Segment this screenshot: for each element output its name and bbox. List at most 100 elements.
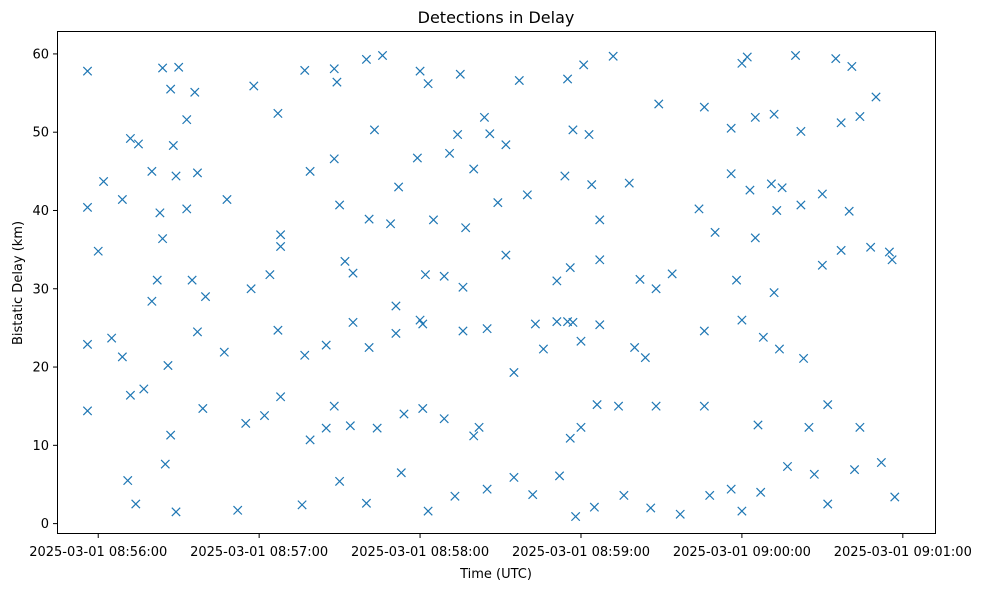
data-point <box>855 111 865 122</box>
data-point <box>469 164 479 174</box>
data-point <box>305 166 315 176</box>
data-point <box>796 126 806 137</box>
data-point <box>737 315 747 325</box>
data-point <box>847 61 857 72</box>
data-point <box>275 241 286 252</box>
data-point <box>493 198 503 208</box>
data-point <box>482 484 492 494</box>
data-point <box>275 230 286 240</box>
data-point <box>219 347 229 357</box>
data-point <box>742 52 752 62</box>
data-point <box>241 418 251 429</box>
data-point <box>884 247 895 257</box>
data-point <box>568 125 578 135</box>
data-point <box>501 140 511 150</box>
data-point <box>300 65 310 75</box>
data-point <box>125 133 136 144</box>
data-point <box>329 64 339 74</box>
data-point <box>579 60 589 70</box>
data-point <box>562 74 573 84</box>
data-point <box>836 118 846 128</box>
data-point <box>168 140 178 151</box>
data-point <box>809 469 819 479</box>
data-point <box>192 168 203 178</box>
data-point <box>782 461 793 472</box>
data-point <box>769 109 779 119</box>
data-points <box>82 50 900 522</box>
data-point <box>485 129 495 139</box>
data-point <box>273 108 283 119</box>
data-point <box>340 256 350 266</box>
data-point <box>699 401 709 411</box>
y-tick-label: 40 <box>32 204 49 219</box>
data-point <box>731 275 742 285</box>
data-point <box>651 401 661 411</box>
data-point <box>348 317 358 328</box>
y-axis-label: Bistatic Delay (km) <box>11 221 26 345</box>
data-point <box>412 153 423 163</box>
data-point <box>823 399 833 410</box>
data-point <box>200 291 211 302</box>
data-point <box>361 498 372 508</box>
data-point <box>182 115 192 125</box>
data-point <box>576 422 586 432</box>
data-point <box>458 282 468 292</box>
data-point <box>233 505 243 515</box>
data-point <box>624 178 634 188</box>
data-point <box>82 66 93 76</box>
data-point <box>509 472 519 483</box>
data-point <box>640 353 650 363</box>
x-tick-label: 2025-03-01 08:58:00 <box>351 545 489 560</box>
data-point <box>675 509 685 519</box>
data-point <box>726 484 736 494</box>
data-point <box>482 324 492 334</box>
data-point <box>469 431 479 441</box>
data-point <box>393 182 404 192</box>
data-point <box>147 296 157 306</box>
data-point <box>651 284 661 294</box>
y-tick-label: 30 <box>32 282 49 297</box>
chart-title: Detections in Delay <box>418 8 575 27</box>
data-point <box>530 319 541 329</box>
y-tick-label: 50 <box>32 126 49 141</box>
data-point <box>823 499 833 509</box>
data-point <box>501 250 511 260</box>
data-point <box>726 169 736 179</box>
data-point <box>750 233 760 243</box>
data-point <box>710 227 720 238</box>
data-point <box>777 183 787 193</box>
data-point <box>439 271 449 281</box>
data-point <box>171 171 181 181</box>
data-point <box>259 410 270 421</box>
data-point <box>305 435 315 445</box>
data-point <box>565 433 575 443</box>
data-point <box>98 176 109 187</box>
data-point <box>552 317 562 327</box>
data-point <box>726 123 736 133</box>
data-point <box>439 414 449 424</box>
data-point <box>93 246 103 256</box>
data-point <box>619 490 629 501</box>
data-point <box>157 234 168 244</box>
data-point <box>364 214 374 224</box>
data-point <box>385 219 396 229</box>
y-tick-label: 10 <box>32 439 49 454</box>
data-point <box>758 332 768 342</box>
data-point <box>855 422 865 432</box>
data-point <box>798 353 809 364</box>
data-point <box>538 344 549 354</box>
data-point <box>455 69 465 79</box>
data-point <box>396 468 406 478</box>
data-point <box>297 500 307 510</box>
data-point <box>155 208 165 218</box>
data-point <box>334 476 345 486</box>
data-point <box>595 215 605 225</box>
data-point <box>452 129 463 140</box>
data-point <box>796 200 806 210</box>
data-point <box>399 409 409 419</box>
data-point <box>699 326 709 336</box>
data-point <box>166 84 176 94</box>
data-point <box>474 422 484 432</box>
data-point <box>157 63 168 73</box>
data-point <box>844 206 854 216</box>
